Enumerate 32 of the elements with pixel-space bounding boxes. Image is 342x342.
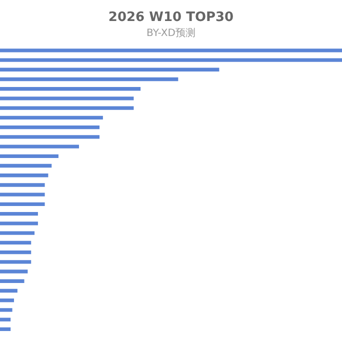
bar [0,298,14,302]
bar [0,202,45,206]
bar [0,106,134,110]
bar [0,87,141,91]
bar [0,231,35,235]
bar [0,250,32,254]
bar [0,318,11,322]
bar [0,58,342,62]
bar [0,144,79,148]
bar [0,222,38,226]
bar [0,96,134,100]
bar [0,308,12,312]
bar [0,260,32,264]
chart-subtitle: BY-XD预测 [146,27,196,40]
bar [0,279,24,283]
bar [0,288,18,293]
bar [0,135,100,139]
bar [0,327,11,332]
chart-title: 2026 W10 TOP30 [108,10,234,26]
bar [0,240,32,245]
bar [0,183,45,187]
bar [0,116,103,120]
bar [0,192,45,196]
bar [0,48,342,52]
bar [0,174,48,178]
bar [0,164,52,168]
bar [0,212,38,216]
bar [0,77,178,82]
bar [0,154,58,158]
bar [0,125,100,130]
bar [0,270,28,274]
bar [0,68,220,72]
